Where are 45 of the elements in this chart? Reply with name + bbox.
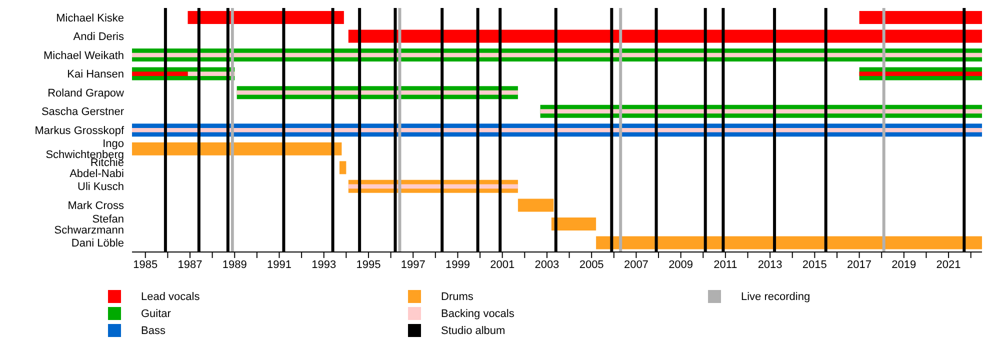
x-tick-label: 1985 [133, 258, 158, 271]
x-tick-label: 1997 [400, 258, 426, 271]
legend-label: Guitar [141, 308, 171, 320]
x-tick-label: 2021 [936, 258, 961, 271]
y-tick-label: Michael Weikath [44, 50, 124, 62]
x-tick-label: 1991 [267, 258, 292, 271]
x-tick-label: 2011 [714, 258, 738, 271]
bar [859, 72, 982, 76]
bar [132, 128, 982, 132]
legend-label: Lead vocals [141, 290, 200, 302]
bar [518, 198, 554, 212]
y-tick-label: Roland Grapow [48, 87, 124, 100]
legend-label: Live recording [741, 290, 810, 302]
x-tick-label: 2017 [847, 258, 872, 271]
bar [339, 161, 346, 174]
x-tick-label: 1995 [356, 258, 381, 271]
legend-label: Bass [141, 324, 166, 336]
x-tick-label: 2015 [802, 258, 827, 271]
legend-label: Studio album [441, 324, 506, 336]
x-tick-label: 2005 [579, 258, 604, 271]
x-tick-label: 2001 [490, 258, 515, 271]
x-tick-label: 1999 [445, 258, 470, 271]
legend-label: Backing vocals [441, 308, 514, 320]
bar [596, 236, 982, 250]
y-tick-label: Kai Hansen [67, 68, 124, 81]
x-tick-label: 2003 [534, 258, 560, 271]
x-tick-label: 1989 [222, 258, 247, 271]
y-tick-label: Andi Deris [73, 31, 124, 44]
bar [551, 217, 596, 230]
y-tick-label: Mark Cross [68, 200, 124, 212]
x-tick-label: 2009 [668, 258, 694, 271]
x-tick-label: 2019 [892, 258, 916, 271]
y-tick-label: Sascha Gerstner [41, 106, 124, 118]
y-tick-label: Michael Kiske [56, 12, 124, 24]
y-tick-label: Uli Kusch [78, 181, 124, 194]
x-tick-label: 1993 [312, 258, 336, 271]
x-tick-label: 2007 [624, 258, 648, 271]
y-tick-label: Markus Grosskopf [34, 124, 125, 137]
y-tick-label: Dani Löble [71, 238, 124, 250]
y-tick-label: Stefan Schwarzmann [54, 213, 124, 236]
y-tick-label: Ingo Schwichtenberg [46, 138, 124, 162]
x-tick-label: 1987 [178, 258, 202, 271]
legend-label: Drums [441, 290, 474, 302]
x-tick-label: 2013 [758, 258, 782, 271]
bar [348, 30, 982, 43]
